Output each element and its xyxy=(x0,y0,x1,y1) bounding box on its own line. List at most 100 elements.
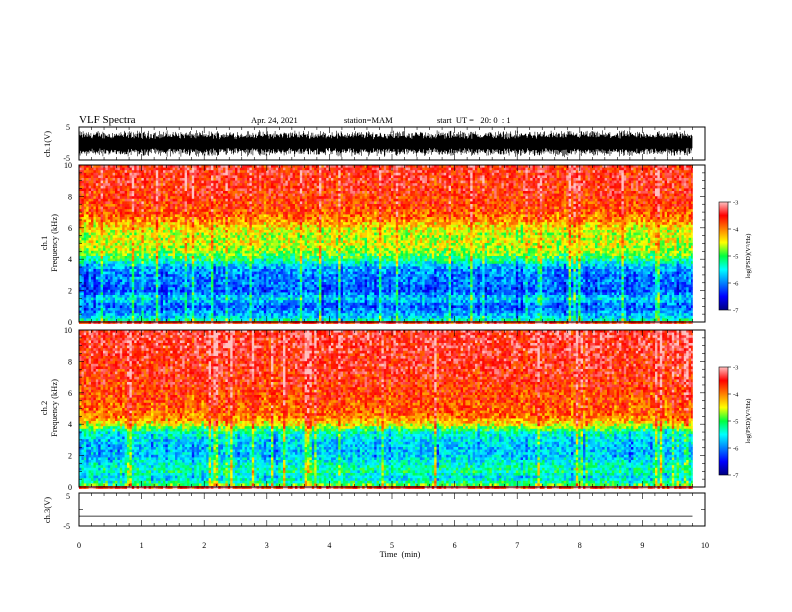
spectrogram-cell xyxy=(629,199,632,202)
spectrogram-cell xyxy=(257,175,260,178)
spectrogram-cell xyxy=(101,194,104,197)
spectrogram-cell xyxy=(93,214,96,217)
spectrogram-cell xyxy=(276,173,279,176)
spectrogram-cell xyxy=(312,183,315,186)
spectrogram-cell xyxy=(245,168,248,171)
spectrogram-cell xyxy=(612,191,615,194)
spectrogram-cell xyxy=(444,181,447,184)
spectrogram-cell xyxy=(384,188,387,191)
spectrogram-cell xyxy=(581,212,584,215)
spectrogram-cell xyxy=(139,199,142,202)
spectrogram-cell xyxy=(605,183,608,186)
spectrogram-cell xyxy=(312,196,315,199)
spectrogram-cell xyxy=(257,183,260,186)
spectrogram-cell xyxy=(276,204,279,207)
spectrogram-cell xyxy=(549,191,552,194)
spectrogram-cell xyxy=(269,191,272,194)
spectrogram-cell xyxy=(384,207,387,210)
spectrogram-cell xyxy=(463,199,466,202)
spectrogram-cell xyxy=(458,209,461,212)
spectrogram-cell xyxy=(204,199,207,202)
spectrogram-cell xyxy=(653,183,656,186)
spectrogram-cell xyxy=(283,183,286,186)
spectrogram-cell xyxy=(449,212,452,215)
spectrogram-cell xyxy=(449,178,452,181)
spectrogram-cell xyxy=(609,178,612,181)
spectrogram-cell xyxy=(485,173,488,176)
spectrogram-cell xyxy=(607,196,610,199)
spectrogram-cell xyxy=(295,199,298,202)
spectrogram-cell xyxy=(518,175,521,178)
spectrogram-cell xyxy=(293,209,296,212)
spectrogram-cell xyxy=(417,178,420,181)
spectrogram-cell xyxy=(206,209,209,212)
spectrogram-cell xyxy=(437,191,440,194)
spectrogram-cell xyxy=(141,204,144,207)
spectrogram-cell xyxy=(113,214,116,217)
spectrogram-cell xyxy=(276,168,279,171)
spectrogram-cell xyxy=(336,178,339,181)
spectrogram-cell xyxy=(156,196,159,199)
spectrogram-cell xyxy=(309,188,312,191)
spectrogram-cell xyxy=(163,183,166,186)
spectrogram-cell xyxy=(372,207,375,210)
spectrogram-cell xyxy=(240,181,243,184)
spectrogram-cell xyxy=(549,196,552,199)
spectrogram-cell xyxy=(134,186,137,189)
spectrogram-cell xyxy=(473,173,476,176)
spectrogram-cell xyxy=(101,168,104,171)
spectrogram-cell xyxy=(230,201,233,204)
spectrogram-cell xyxy=(648,194,651,197)
spectrogram-cell xyxy=(398,173,401,176)
spectrogram-cell xyxy=(429,196,432,199)
spectrogram-cell xyxy=(633,181,636,184)
spectrogram-cell xyxy=(434,170,437,173)
spectrogram-cell xyxy=(281,188,284,191)
spectrogram-cell xyxy=(612,212,615,215)
spectrogram-cell xyxy=(626,168,629,171)
spectrogram-cell xyxy=(381,173,384,176)
spectrogram-cell xyxy=(384,175,387,178)
spectrogram-cell xyxy=(542,168,545,171)
spectrogram-cell xyxy=(619,175,622,178)
spectrogram-cell xyxy=(559,204,562,207)
spectrogram-cell xyxy=(585,186,588,189)
spectrogram-cell xyxy=(636,196,639,199)
spectrogram-cell xyxy=(129,168,132,171)
spectrogram-cell xyxy=(139,173,142,176)
spectrogram-cell xyxy=(453,209,456,212)
spectrogram-cell xyxy=(633,207,636,210)
spectrogram-cell xyxy=(151,168,154,171)
spectrogram-cell xyxy=(257,173,260,176)
spectrogram-cell xyxy=(506,199,509,202)
spectrogram-cell xyxy=(331,188,334,191)
spectrogram-cell xyxy=(506,178,509,181)
spectrogram-cell xyxy=(542,194,545,197)
spectrogram-cell xyxy=(343,212,346,215)
ch1-spectrogram-panel: 0246810 ch.1 Frequency (kHz) xyxy=(39,161,705,327)
spectrogram-cell xyxy=(261,188,264,191)
spectrogram-cell xyxy=(233,201,236,204)
spectrogram-cell xyxy=(513,207,516,210)
spectrogram-cell xyxy=(91,173,94,176)
spectrogram-cell xyxy=(273,207,276,210)
spectrogram-cell xyxy=(583,170,586,173)
spectrogram-cell xyxy=(636,191,639,194)
spectrogram-cell xyxy=(542,178,545,181)
spectrogram-cell xyxy=(547,209,550,212)
spectrogram-cell xyxy=(684,212,687,215)
spectrogram-cell xyxy=(475,178,478,181)
spectrogram-cell xyxy=(355,194,358,197)
spectrogram-cell xyxy=(127,204,130,207)
spectrogram-cell xyxy=(583,201,586,204)
spectrogram-cell xyxy=(521,207,524,210)
spectrogram-cell xyxy=(559,196,562,199)
spectrogram-cell xyxy=(223,212,226,215)
spectrogram-cell xyxy=(290,183,293,186)
spectrogram-cell xyxy=(516,191,519,194)
spectrogram-cell xyxy=(81,181,84,184)
spectrogram-cell xyxy=(187,183,190,186)
spectrogram-cell xyxy=(355,173,358,176)
spectrogram-cell xyxy=(405,209,408,212)
spectrogram-cell xyxy=(146,188,149,191)
